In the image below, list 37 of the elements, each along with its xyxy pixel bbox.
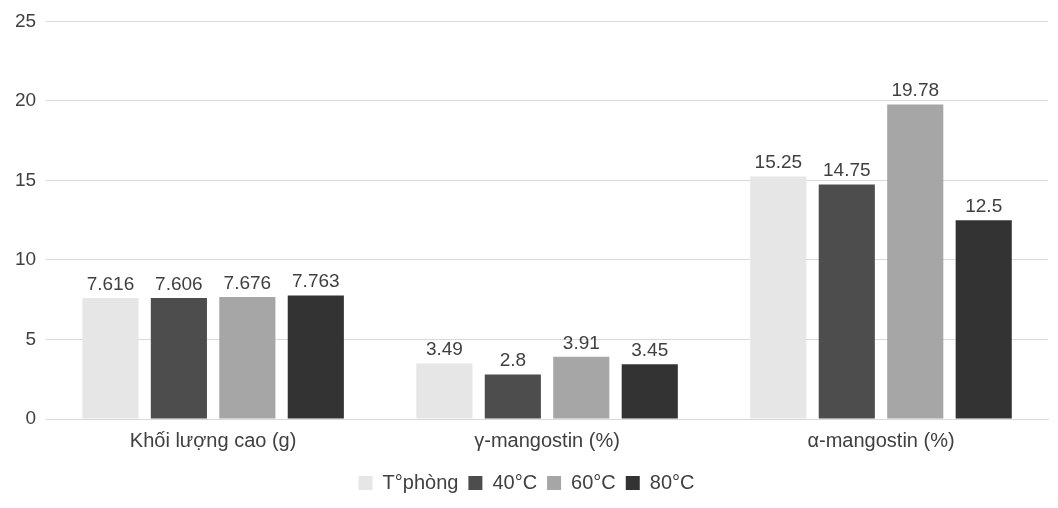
- bar: [219, 296, 276, 419]
- bar: [621, 364, 678, 419]
- y-tick-label: 15: [14, 168, 37, 190]
- y-tick-label: 25: [14, 9, 37, 31]
- legend-label: 40°C: [492, 470, 538, 493]
- bar: [484, 374, 541, 419]
- data-label: 12.5: [965, 194, 1003, 216]
- y-tick-label: 20: [14, 89, 37, 111]
- y-tick-label: 5: [25, 327, 37, 349]
- bar: [287, 295, 344, 419]
- data-label: 3.45: [631, 338, 669, 360]
- data-label: 3.49: [425, 338, 463, 360]
- x-tick-label: α-mangostin (%): [807, 428, 955, 451]
- legend-label: 60°C: [571, 470, 616, 493]
- y-tick-label: 10: [14, 248, 37, 270]
- data-label: 7.676: [223, 271, 272, 293]
- bar: [82, 297, 139, 419]
- data-label: 7.616: [86, 272, 135, 294]
- data-label: 7.606: [155, 272, 203, 294]
- bar: [955, 220, 1012, 419]
- y-tick-label: 0: [25, 407, 37, 429]
- bar: [150, 298, 207, 419]
- bar: [887, 104, 944, 419]
- x-tick-label: Khối lượng cao (g): [129, 428, 297, 451]
- data-label: 19.78: [891, 79, 940, 101]
- x-tick-label: γ-mangostin (%): [474, 428, 620, 451]
- data-label: 7.763: [292, 270, 340, 292]
- data-label: 2.8: [499, 349, 527, 371]
- bar: [416, 363, 473, 419]
- bar: [818, 184, 875, 419]
- bar: [553, 356, 610, 419]
- data-label: 14.75: [823, 159, 871, 181]
- legend-label: 80°C: [649, 470, 695, 493]
- bar: [750, 176, 807, 419]
- legend-label: T°phòng: [382, 470, 459, 493]
- data-label: 3.91: [562, 331, 600, 353]
- data-label: 15.25: [754, 151, 803, 173]
